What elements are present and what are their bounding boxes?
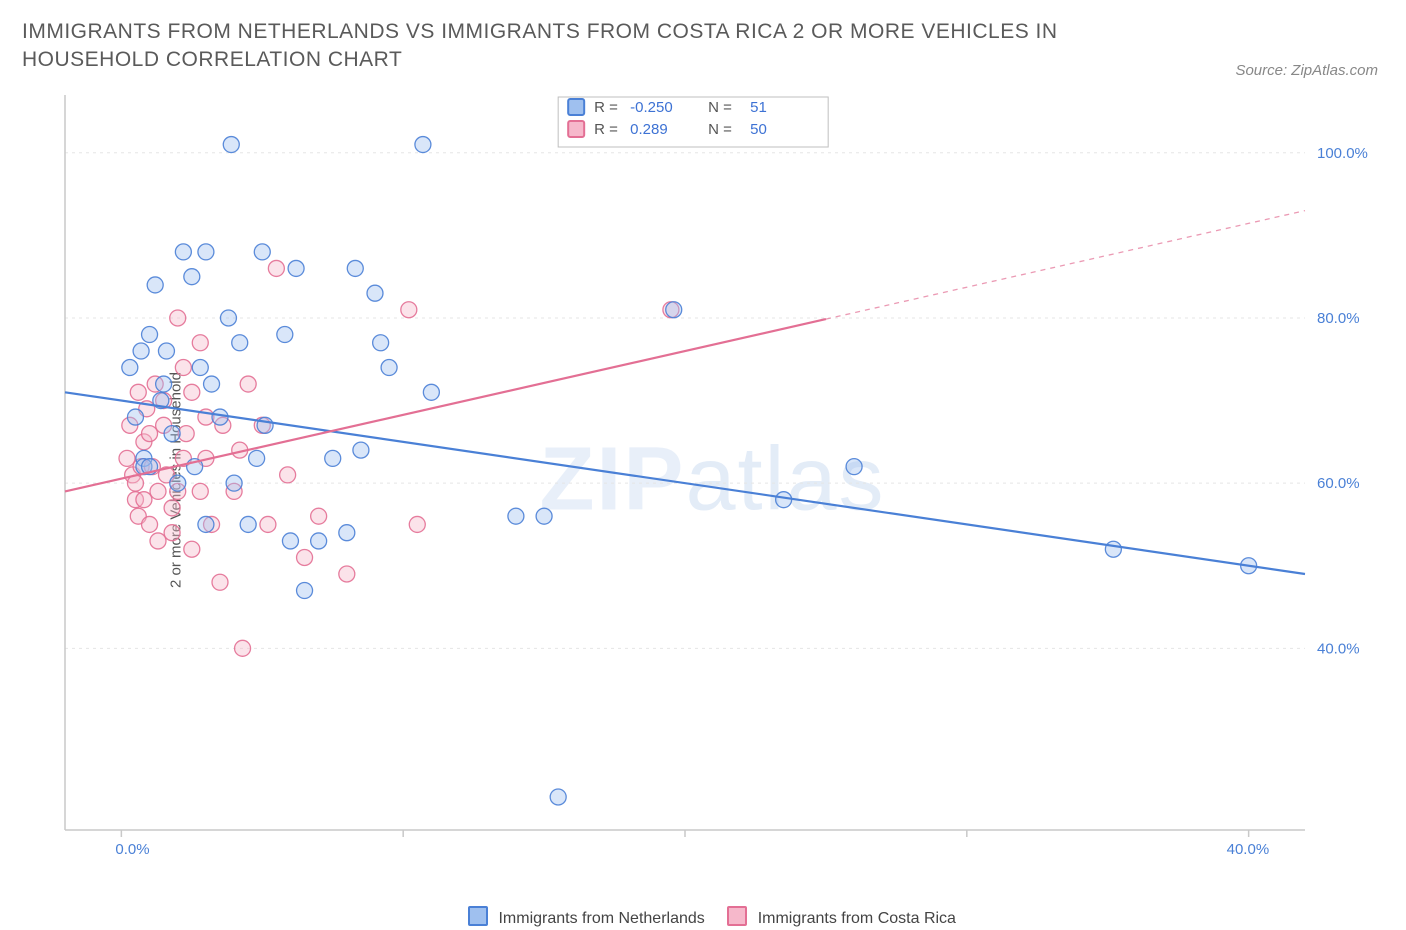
source-attribution: Source: ZipAtlas.com xyxy=(1235,62,1378,79)
plot-area: 2 or more Vehicles in Household ZIPatlas… xyxy=(50,90,1375,870)
svg-text:51: 51 xyxy=(750,99,767,116)
legend-swatch-costarica xyxy=(727,906,747,926)
legend-swatch-netherlands xyxy=(468,906,488,926)
svg-text:N =: N = xyxy=(708,121,732,138)
bottom-legend: Immigrants from Netherlands Immigrants f… xyxy=(0,906,1406,928)
svg-text:N =: N = xyxy=(708,99,732,116)
svg-text:-0.250: -0.250 xyxy=(630,99,673,116)
chart-title: IMMIGRANTS FROM NETHERLANDS VS IMMIGRANT… xyxy=(22,18,1122,75)
legend-label-costarica: Immigrants from Costa Rica xyxy=(758,910,956,927)
legend-label-netherlands: Immigrants from Netherlands xyxy=(498,910,704,927)
svg-text:80.0%: 80.0% xyxy=(1317,310,1360,327)
svg-text:R =: R = xyxy=(594,121,618,138)
svg-text:0.0%: 0.0% xyxy=(115,841,149,858)
svg-text:60.0%: 60.0% xyxy=(1317,475,1360,492)
scatter-plot-svg: 40.0% 60.0% 80.0% 100.0% 0.0% 40.0% R = -0.250 N… xyxy=(50,90,1375,870)
svg-text:R =: R = xyxy=(594,99,618,116)
svg-text:50: 50 xyxy=(750,121,767,138)
svg-text:100.0%: 100.0% xyxy=(1317,145,1368,162)
svg-text:40.0%: 40.0% xyxy=(1317,640,1360,657)
chart-container: IMMIGRANTS FROM NETHERLANDS VS IMMIGRANT… xyxy=(0,0,1406,930)
svg-text:0.289: 0.289 xyxy=(630,121,668,138)
svg-text:40.0%: 40.0% xyxy=(1227,841,1270,858)
